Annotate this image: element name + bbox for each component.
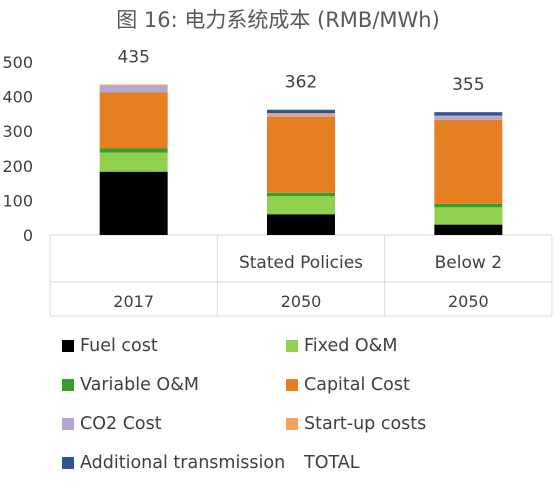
category-year-label: 2017 <box>113 292 154 311</box>
y-tick-label: 400 <box>2 88 33 107</box>
bar-segment-start-up-costs <box>434 115 503 117</box>
bar-segment-co2-cost <box>267 114 335 117</box>
total-label: 362 <box>285 73 317 93</box>
category-scenario-label: Stated Policies <box>239 253 363 273</box>
bar-segment-fuel-cost <box>99 171 168 235</box>
y-tick-label: 100 <box>2 191 33 210</box>
bar-segment-fuel-cost <box>267 214 335 235</box>
total-label: 435 <box>117 47 149 67</box>
bar-segment-start-up-costs <box>267 113 335 115</box>
bar-segment-fuel-cost <box>434 224 503 235</box>
bar-segment-variable-o-m <box>434 203 503 208</box>
bar-segment-variable-o-m <box>267 192 335 197</box>
category-year-label: 2050 <box>448 292 489 311</box>
bar-segment-fixed-o-m <box>434 207 503 225</box>
bar-segment-start-up-costs <box>99 84 168 86</box>
bar-segment-variable-o-m <box>99 148 168 153</box>
y-tick-label: 0 <box>23 226 33 245</box>
bar-segment-co2-cost <box>99 85 168 93</box>
bar-segment-capital-cost <box>434 119 503 204</box>
y-tick-label: 200 <box>2 157 33 176</box>
category-year-label: 2050 <box>281 292 322 311</box>
bar-segment-additional-transmission <box>267 109 335 114</box>
bar-segment-capital-cost <box>99 92 168 149</box>
y-tick-label: 300 <box>2 122 33 141</box>
total-label: 355 <box>452 75 484 95</box>
y-tick-label: 500 <box>2 53 33 72</box>
chart-title: 图 16: 电力系统成本 (RMB/MWh) <box>116 8 440 32</box>
bar-segment-co2-cost <box>434 116 503 120</box>
bar-segment-additional-transmission <box>434 112 503 116</box>
bar-segment-fixed-o-m <box>99 152 168 172</box>
bar-segment-capital-cost <box>267 116 335 193</box>
category-scenario-label: Below 2 <box>435 253 502 273</box>
bar-segment-fixed-o-m <box>267 196 335 215</box>
